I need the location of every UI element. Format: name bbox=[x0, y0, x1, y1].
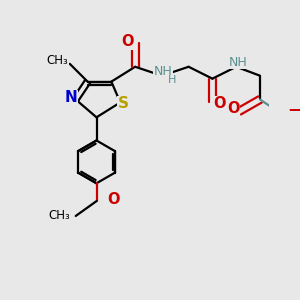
Text: CH₃: CH₃ bbox=[48, 209, 70, 223]
Text: O: O bbox=[227, 101, 239, 116]
Text: O: O bbox=[122, 34, 134, 49]
Text: —O: —O bbox=[288, 102, 300, 117]
Text: N: N bbox=[65, 91, 78, 106]
Text: NH: NH bbox=[154, 65, 173, 78]
Text: S: S bbox=[118, 96, 129, 111]
Text: NH: NH bbox=[228, 56, 247, 69]
Text: CH₃: CH₃ bbox=[46, 54, 68, 67]
Text: O: O bbox=[107, 192, 119, 207]
Text: O: O bbox=[214, 96, 226, 111]
Text: H: H bbox=[168, 75, 176, 85]
